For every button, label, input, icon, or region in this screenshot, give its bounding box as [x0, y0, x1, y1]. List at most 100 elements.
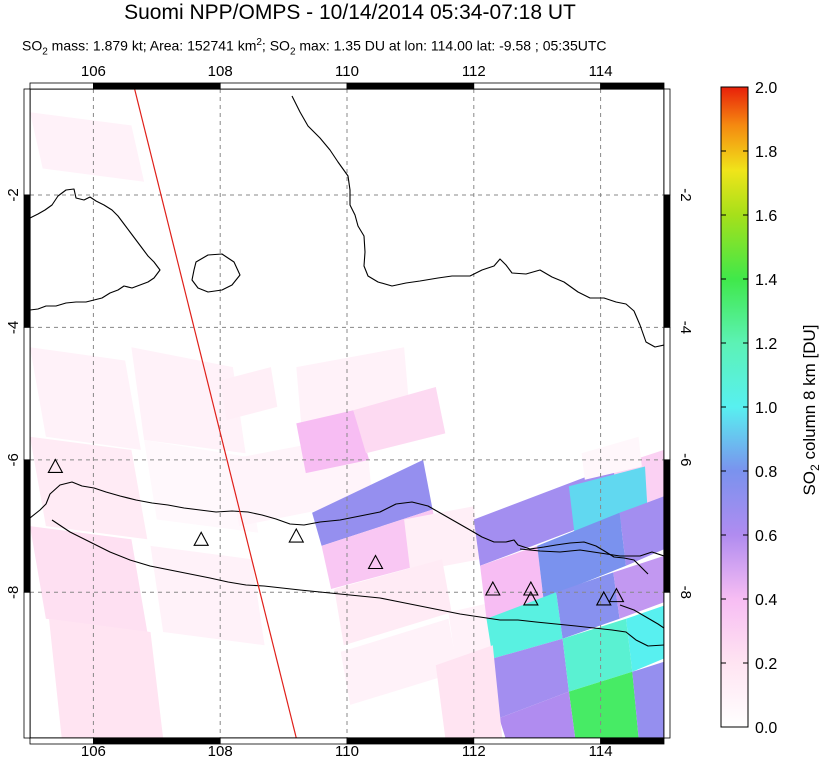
so2-pixel	[353, 387, 446, 454]
volcano-marker	[193, 531, 210, 546]
so2-pixel	[626, 605, 664, 672]
volcano-marker	[522, 580, 539, 596]
so2-pixel	[499, 691, 576, 738]
y-tick-label-right: -4	[677, 321, 694, 334]
x-tick-label-bottom: 112	[462, 743, 486, 759]
chart-title: Suomi NPP/OMPS - 10/14/2014 05:34-07:18 …	[124, 1, 576, 24]
coastline-java-south	[51, 519, 664, 647]
y-tick-label-left: -6	[5, 453, 22, 466]
border-bar-left	[23, 88, 31, 196]
x-tick-label-bottom: 106	[81, 743, 106, 759]
colorbar-tick-label: 2.0	[755, 80, 777, 97]
coastline-madura	[519, 548, 664, 557]
coastline-borneo	[291, 95, 664, 348]
so2-pixel	[537, 512, 626, 599]
border-bar-bottom	[600, 737, 665, 745]
border-bar-right	[663, 194, 671, 328]
x-tick-label-top: 110	[335, 63, 359, 80]
volcano-marker	[288, 527, 305, 543]
coastline-java	[30, 481, 649, 575]
border-bar-bottom	[29, 737, 94, 745]
volcano-marker	[367, 554, 384, 570]
subtitle-part: SO	[22, 37, 43, 54]
so2-pixel	[334, 559, 452, 646]
border-bar-bottom	[219, 737, 348, 745]
colorbar-tick-label: 1.2	[755, 336, 777, 353]
colorbar-tick-label: 1.6	[755, 208, 777, 225]
x-tick-label-top: 108	[208, 63, 233, 80]
volcano-marker	[608, 587, 625, 603]
coastline-sumatra	[30, 188, 161, 311]
volcano-marker	[595, 590, 612, 606]
so2-pixel	[562, 618, 633, 692]
y-tick-label-right: -6	[677, 453, 694, 466]
x-tick-label-top: 114	[589, 63, 613, 80]
so2-pixel	[30, 112, 145, 182]
border-bar-top	[346, 82, 475, 90]
so2-pixel	[340, 618, 458, 705]
border-bar-right	[663, 459, 671, 593]
volcano-marker	[47, 458, 64, 474]
so2-pixel	[632, 661, 664, 738]
colorbar-tick-label: 0.6	[755, 528, 777, 545]
border-bar-bottom	[93, 737, 221, 745]
border-bar-left	[23, 194, 31, 328]
subtitle-subscript: 2	[289, 46, 296, 58]
coastline-bali	[619, 604, 664, 629]
subtitle-part: ; SO	[261, 37, 290, 54]
border-bar-left	[23, 327, 31, 461]
orbit-track-line	[134, 89, 297, 738]
border-bar-bottom	[346, 737, 475, 745]
border-bar-left	[23, 591, 31, 739]
y-tick-label-left: -4	[5, 321, 22, 334]
graticule	[30, 89, 664, 738]
colorbar-tick-label: 0.2	[755, 656, 777, 673]
so2-pixel	[49, 618, 164, 738]
border-bar-right	[663, 591, 671, 739]
y-tick-label-right: -2	[677, 188, 694, 201]
border-bar-top	[219, 82, 348, 90]
mark-layer	[47, 89, 625, 738]
so2-pixel	[30, 436, 148, 540]
so2-pixel	[30, 347, 141, 450]
border-bar-top	[29, 82, 94, 90]
x-tick-label-bottom: 108	[208, 743, 233, 759]
so2-pixel	[613, 555, 664, 619]
so2-pixel	[296, 410, 370, 474]
border-bar-bottom	[473, 737, 601, 745]
y-tick-label-left: -2	[5, 188, 22, 201]
volcano-marker	[484, 580, 501, 596]
colorbar: 0.0 0.2 0.4 0.6 0.8 1.0 1.2 1.4 1.6 1.8 2.0	[720, 80, 777, 737]
subtitle-subscript: 2	[42, 46, 48, 58]
border-bar-right	[663, 88, 671, 196]
x-tick-label-bottom: 114	[589, 743, 613, 759]
x-tick-label-top: 106	[81, 63, 106, 80]
volcano-marker	[522, 590, 539, 606]
colorbar-tick-label: 0.0	[755, 720, 777, 737]
so2-pixel	[150, 545, 265, 646]
so2-pixel	[131, 347, 246, 454]
y-tick-label-right: -8	[677, 586, 694, 599]
border-bar-top	[473, 82, 601, 90]
x-tick-label-top: 112	[462, 63, 486, 80]
so2-pixel	[619, 496, 664, 566]
so2-pixel	[568, 671, 639, 738]
so2-pixel	[312, 459, 433, 546]
border-bar-right	[663, 327, 671, 461]
colorbar-tick-label: 0.4	[755, 592, 777, 609]
subtitle-part: max: 1.35 DU at lon: 114.00 lat: -9.58 ;…	[295, 37, 607, 54]
map-axes: 106 106 108 108 110 110 112 112 114 114 -2 -2 -4 -4 -6…	[5, 63, 694, 759]
border-bar-top	[600, 82, 665, 90]
coastline	[30, 95, 664, 647]
chart-subtitle: SO2 mass: 1.879 kt; Area: 152741 km2; SO…	[22, 34, 607, 61]
subtitle-superscript: 2	[256, 37, 262, 48]
so2-pixel	[480, 545, 544, 619]
colorbar-tick-label: 1.4	[755, 272, 777, 289]
so2-pixel	[581, 436, 642, 480]
so2-pixel	[435, 645, 503, 738]
so2-pixel	[220, 367, 278, 421]
border-bar-top	[93, 82, 221, 90]
border-bar-left	[23, 459, 31, 593]
so2-pixel	[404, 506, 481, 573]
